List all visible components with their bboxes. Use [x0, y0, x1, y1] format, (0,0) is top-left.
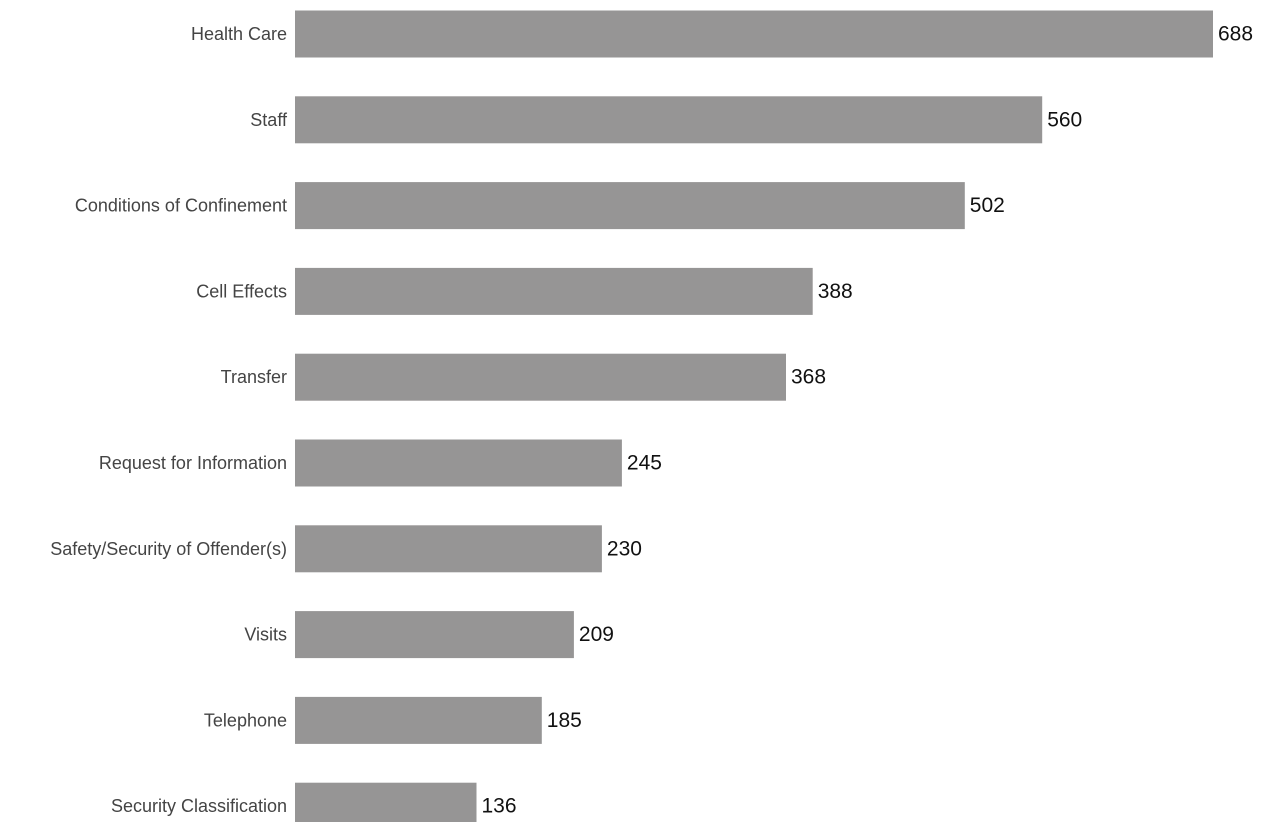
- data-label: 688: [1218, 23, 1253, 46]
- data-label: 388: [818, 280, 853, 303]
- category-label: Request for Information: [99, 453, 287, 473]
- category-labels: Health Care Staff Conditions of Confinemen…: [50, 24, 288, 816]
- bar: [295, 439, 622, 487]
- bar: [295, 182, 965, 230]
- category-label: Telephone: [204, 710, 287, 730]
- category-label: Transfer: [221, 367, 287, 387]
- data-label: 368: [791, 366, 826, 389]
- bar: [295, 96, 1043, 144]
- bar: [295, 782, 477, 822]
- category-label: Health Care: [191, 24, 287, 44]
- data-label: 136: [482, 795, 517, 818]
- bar: [295, 353, 786, 401]
- category-label: Staff: [250, 110, 288, 130]
- bar: [295, 525, 602, 573]
- bar: [295, 611, 574, 659]
- data-label: 502: [970, 194, 1005, 217]
- data-label: 245: [627, 452, 662, 475]
- category-label: Conditions of Confinement: [75, 196, 287, 216]
- category-label: Safety/Security of Offender(s): [50, 539, 287, 559]
- category-label: Cell Effects: [196, 281, 287, 301]
- data-label: 209: [579, 623, 614, 646]
- value-labels: 688 560 502 388 368 245 230 209 185 136: [482, 23, 1254, 818]
- bar: [295, 10, 1213, 58]
- bar: [295, 696, 542, 744]
- data-label: 230: [607, 537, 642, 560]
- data-label: 560: [1047, 108, 1082, 131]
- data-label: 185: [547, 709, 582, 732]
- category-label: Visits: [244, 625, 287, 645]
- bar: [295, 267, 813, 315]
- bars-layer: [295, 10, 1213, 822]
- category-label: Security Classification: [111, 796, 287, 816]
